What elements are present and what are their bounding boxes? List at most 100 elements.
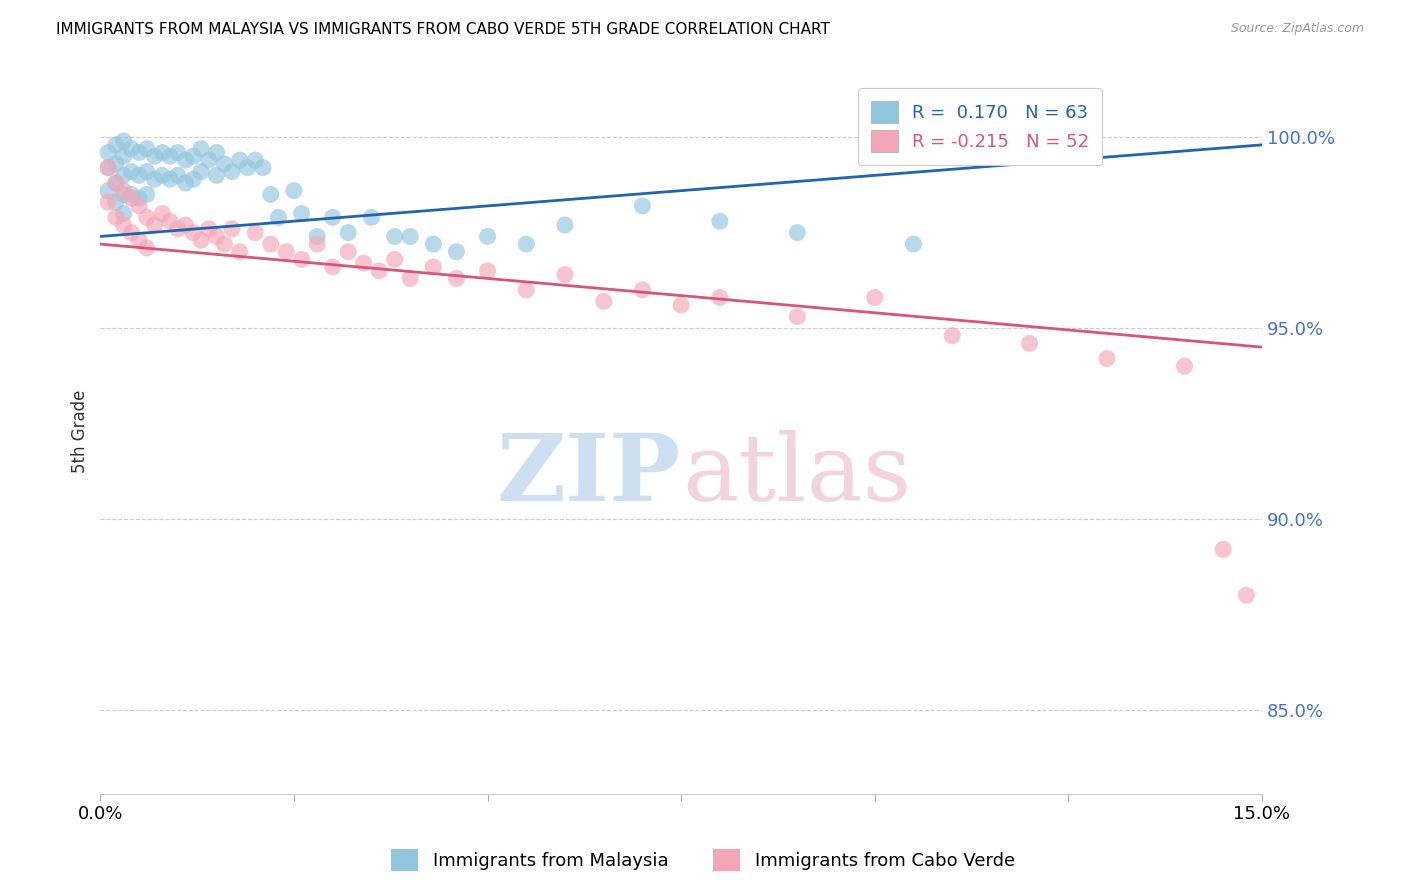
Point — [97, 161, 120, 175]
Point — [112, 187, 135, 202]
Point — [307, 237, 329, 252]
Point — [1018, 336, 1040, 351]
Point — [221, 164, 243, 178]
Point — [112, 218, 135, 232]
Point — [197, 222, 219, 236]
Point — [159, 214, 181, 228]
Point — [337, 244, 360, 259]
Point — [181, 226, 204, 240]
Point — [190, 233, 212, 247]
Point — [399, 229, 422, 244]
Point — [709, 291, 731, 305]
Point — [150, 206, 173, 220]
Point — [143, 172, 166, 186]
Point — [135, 142, 157, 156]
Point — [150, 145, 173, 160]
Point — [709, 214, 731, 228]
Point — [166, 169, 188, 183]
Point — [197, 153, 219, 168]
Point — [159, 149, 181, 163]
Point — [554, 218, 576, 232]
Text: IMMIGRANTS FROM MALAYSIA VS IMMIGRANTS FROM CABO VERDE 5TH GRADE CORRELATION CHA: IMMIGRANTS FROM MALAYSIA VS IMMIGRANTS F… — [56, 22, 830, 37]
Point — [104, 176, 127, 190]
Point — [97, 184, 120, 198]
Point — [252, 161, 274, 175]
Point — [236, 161, 259, 175]
Point — [159, 172, 181, 186]
Legend: R =  0.170   N = 63, R = -0.215   N = 52: R = 0.170 N = 63, R = -0.215 N = 52 — [858, 88, 1102, 165]
Point — [229, 244, 252, 259]
Point — [112, 184, 135, 198]
Point — [205, 145, 228, 160]
Point — [322, 260, 344, 274]
Point — [360, 211, 382, 225]
Point — [128, 233, 150, 247]
Y-axis label: 5th Grade: 5th Grade — [72, 390, 89, 473]
Point — [229, 153, 252, 168]
Legend: Immigrants from Malaysia, Immigrants from Cabo Verde: Immigrants from Malaysia, Immigrants fro… — [384, 842, 1022, 879]
Point — [446, 271, 468, 285]
Point — [128, 191, 150, 205]
Point — [181, 172, 204, 186]
Point — [863, 291, 886, 305]
Point — [592, 294, 614, 309]
Point — [143, 218, 166, 232]
Point — [97, 145, 120, 160]
Point — [190, 164, 212, 178]
Point — [120, 226, 142, 240]
Point — [903, 237, 925, 252]
Point — [112, 169, 135, 183]
Point — [212, 157, 235, 171]
Point — [322, 211, 344, 225]
Point — [128, 145, 150, 160]
Point — [221, 222, 243, 236]
Point — [1173, 359, 1195, 374]
Point — [135, 241, 157, 255]
Point — [399, 271, 422, 285]
Point — [150, 169, 173, 183]
Point — [135, 211, 157, 225]
Point — [422, 237, 444, 252]
Point — [205, 169, 228, 183]
Point — [384, 229, 406, 244]
Point — [120, 187, 142, 202]
Point — [515, 237, 537, 252]
Point — [97, 161, 120, 175]
Point — [205, 229, 228, 244]
Point — [174, 153, 197, 168]
Point — [128, 169, 150, 183]
Point — [174, 176, 197, 190]
Point — [631, 199, 654, 213]
Point — [786, 310, 808, 324]
Point — [174, 218, 197, 232]
Text: ZIP: ZIP — [496, 430, 681, 520]
Point — [112, 134, 135, 148]
Point — [135, 187, 157, 202]
Point — [446, 244, 468, 259]
Point — [307, 229, 329, 244]
Point — [941, 328, 963, 343]
Point — [143, 149, 166, 163]
Point — [166, 222, 188, 236]
Point — [283, 184, 305, 198]
Point — [1095, 351, 1118, 366]
Point — [554, 268, 576, 282]
Point — [245, 226, 267, 240]
Point — [104, 211, 127, 225]
Point — [128, 199, 150, 213]
Point — [477, 229, 499, 244]
Point — [166, 145, 188, 160]
Point — [190, 142, 212, 156]
Point — [353, 256, 375, 270]
Point — [97, 195, 120, 210]
Point — [267, 211, 290, 225]
Point — [276, 244, 298, 259]
Point — [477, 264, 499, 278]
Point — [135, 164, 157, 178]
Point — [104, 137, 127, 152]
Point — [104, 176, 127, 190]
Point — [260, 237, 283, 252]
Point — [786, 226, 808, 240]
Point — [1234, 588, 1257, 602]
Point — [515, 283, 537, 297]
